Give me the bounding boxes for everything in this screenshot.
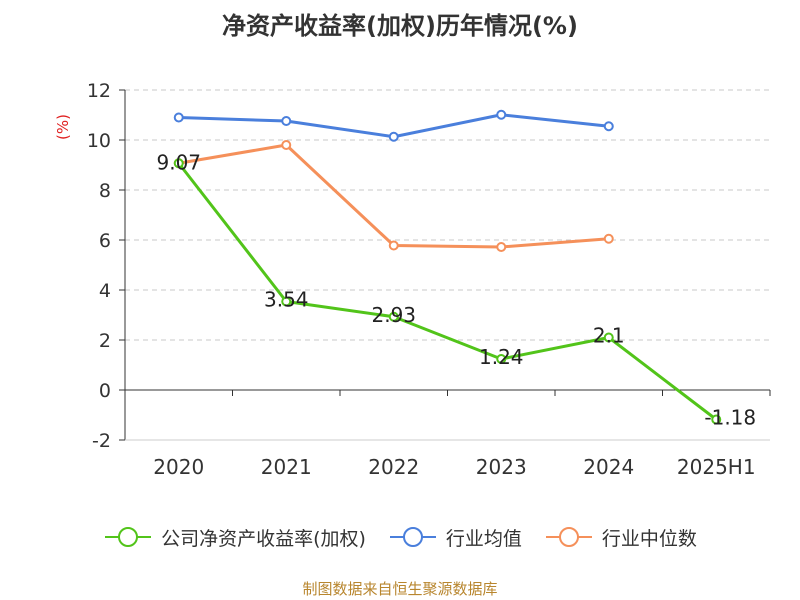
y-tick-label: 8 [99, 180, 111, 202]
data-point [388, 311, 399, 322]
legend-item[interactable]: 行业中位数 [544, 524, 697, 551]
data-point [496, 354, 507, 364]
data-point [711, 414, 722, 425]
x-tick-label: 2021 [261, 455, 312, 479]
data-point [281, 116, 292, 126]
data-point [388, 240, 399, 251]
data-label: 3.54 [264, 288, 309, 312]
legend-marker-icon [105, 527, 152, 547]
legend-label: 公司净资产收益率(加权) [161, 527, 366, 550]
data-point [603, 121, 614, 132]
data-point [281, 296, 292, 307]
data-point [496, 242, 507, 252]
legend-label: 行业中位数 [601, 527, 697, 550]
legend-item[interactable]: 行业均值 [388, 524, 522, 551]
data-label: 9.07 [156, 150, 201, 174]
series-line [178, 143, 609, 249]
data-point [603, 233, 614, 244]
series-line [177, 162, 718, 421]
y-tick-label: 6 [99, 230, 111, 252]
legend-label: 行业均值 [445, 527, 522, 550]
y-axis-label: (%) [54, 114, 72, 140]
legend-marker-icon [389, 527, 436, 547]
data-point [281, 140, 292, 150]
data-label: 1.24 [479, 345, 524, 369]
x-tick-label: 2024 [583, 455, 634, 479]
y-tick-label: 12 [87, 80, 111, 102]
y-tick-label: 2 [99, 330, 111, 352]
legend-item[interactable]: 公司净资产收益率(加权) [103, 524, 366, 551]
data-label: 2.1 [593, 324, 625, 348]
x-tick-label: 2023 [476, 455, 527, 479]
x-tick-label: 2020 [153, 455, 204, 479]
data-label: 2.93 [371, 303, 416, 327]
data-point [603, 332, 614, 343]
data-point [496, 109, 507, 120]
x-tick-label: 2022 [368, 455, 419, 479]
chart-title: 净资产收益率(加权)历年情况(%) [222, 12, 578, 40]
legend-marker-icon [545, 527, 592, 547]
data-point [388, 131, 399, 142]
y-tick-label: -2 [92, 430, 111, 452]
source-note: 制图数据来自恒生聚源数据库 [302, 580, 498, 598]
data-point [173, 158, 184, 169]
data-label: -1.18 [704, 406, 756, 430]
x-tick-label: 2025H1 [677, 455, 756, 479]
data-point [173, 112, 184, 123]
chart-legend: 公司净资产收益率(加权) 行业均值 行业中位数 [0, 522, 800, 552]
y-tick-label: 10 [87, 130, 111, 152]
y-tick-label: 4 [99, 280, 111, 302]
y-tick-label: 0 [99, 380, 111, 402]
